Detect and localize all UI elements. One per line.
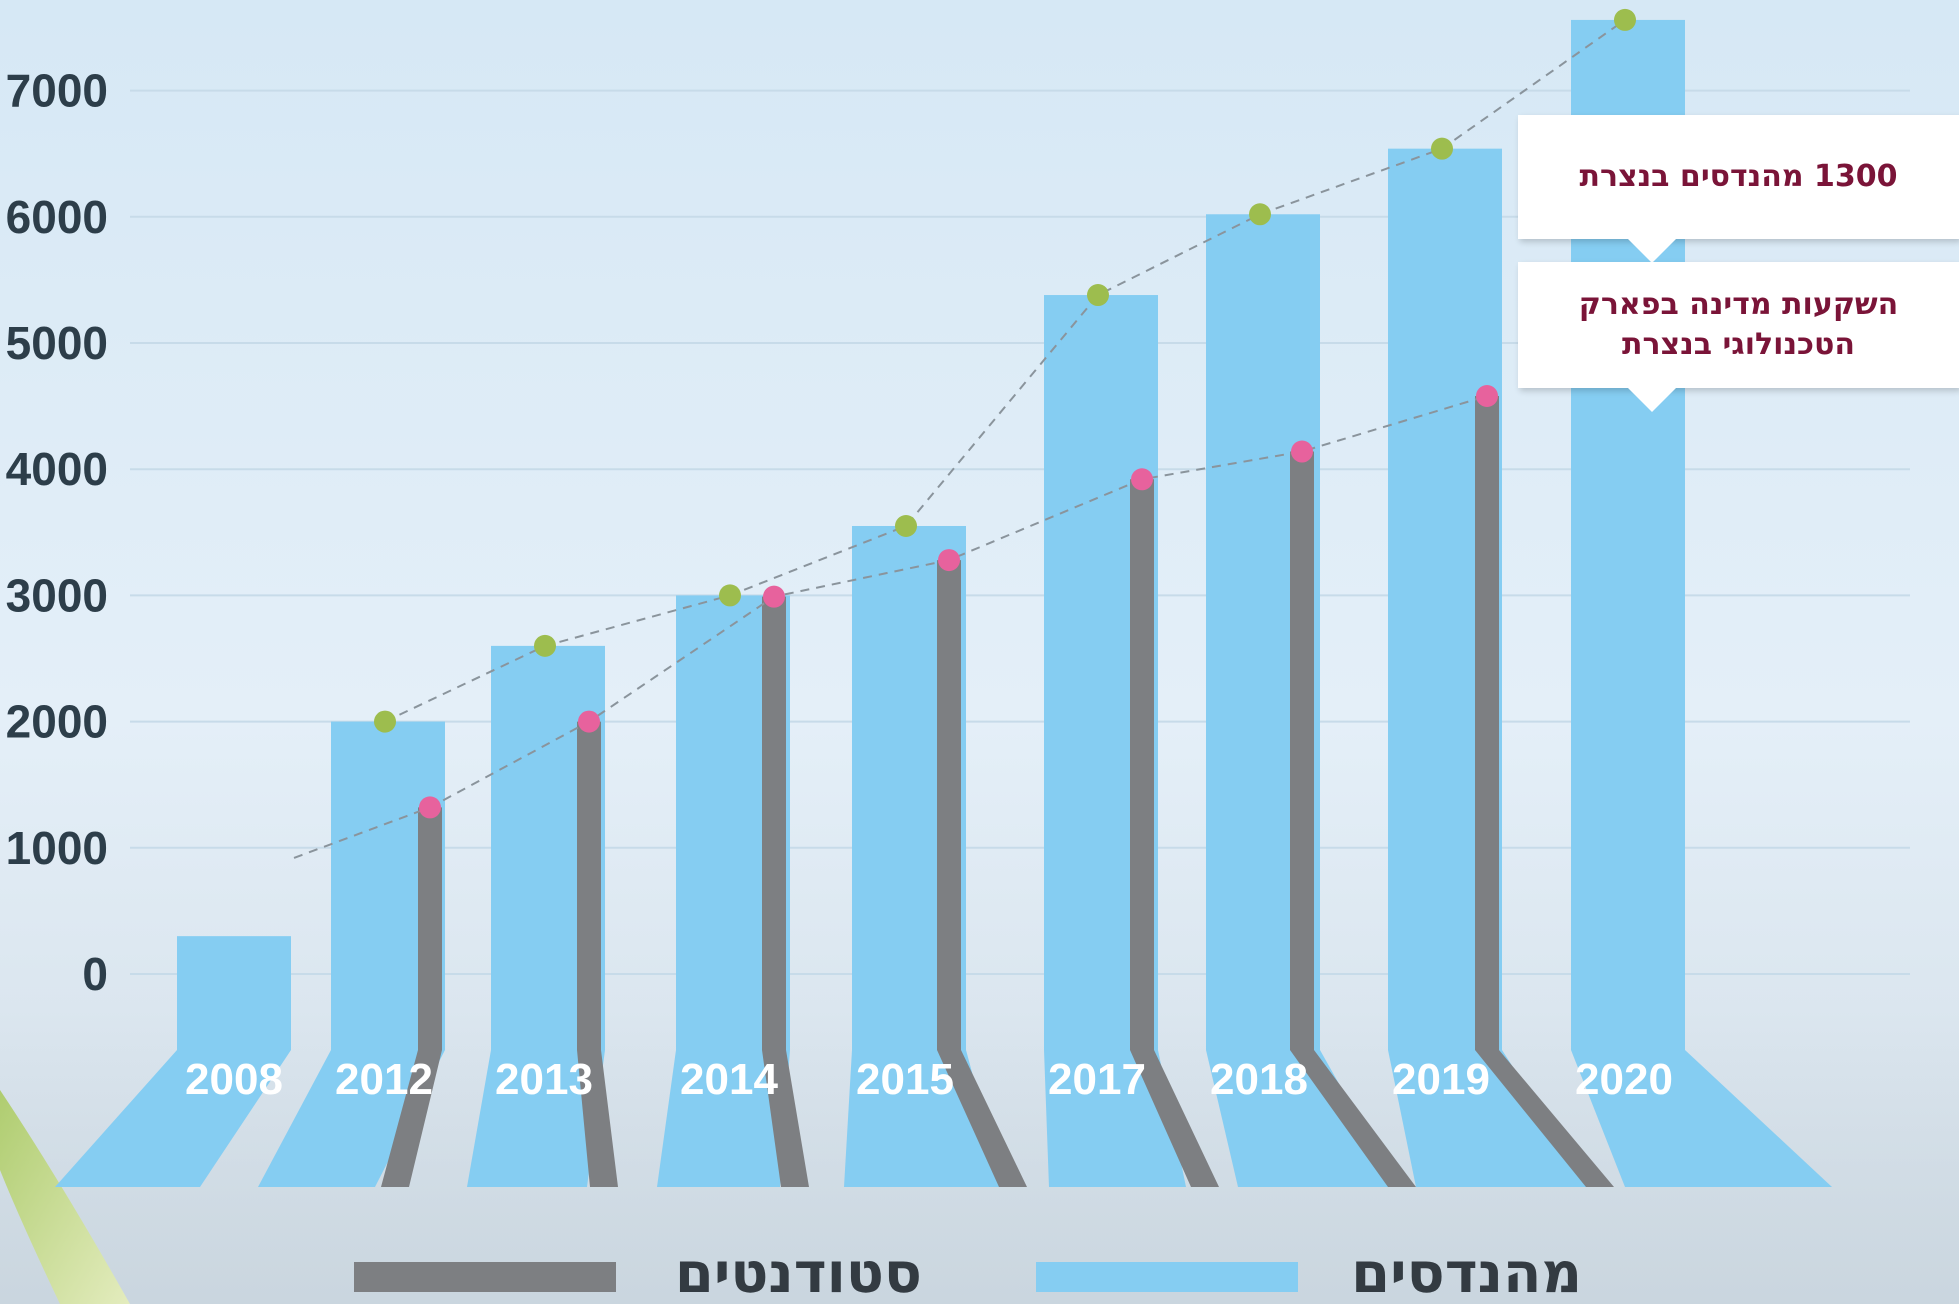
legend-label-engineers: מהנדסים	[1351, 1241, 1582, 1304]
y-tick-label-5000: 5000	[6, 317, 108, 369]
x-tick-label-2008: 2008	[185, 1055, 283, 1104]
floor-projection-2013	[467, 1050, 605, 1187]
engineers-point-2020	[1614, 8, 1636, 31]
x-tick-label-2019: 2019	[1392, 1055, 1490, 1104]
student-bar-2014	[762, 596, 809, 1187]
callout-engineers-nazareth: 1300 מהנדסים בנצרת	[1518, 115, 1959, 263]
student-bar-2018	[1290, 451, 1416, 1188]
students-point-2013	[578, 710, 600, 733]
callout-investment-line2: הטכנולוגי בנצרת	[1621, 327, 1856, 362]
engineers-point-2019	[1431, 137, 1453, 160]
x-tick-label-2017: 2017	[1048, 1055, 1146, 1104]
callout-state-investment: השקעות מדינה בפארק הטכנולוגי בנצרת	[1518, 262, 1959, 412]
students-point-2014	[763, 585, 785, 608]
legend-swatch-engineers	[1036, 1262, 1298, 1292]
students-point-2015	[938, 549, 960, 572]
callout-engineers-text: 1300 מהנדסים בנצרת	[1579, 159, 1898, 194]
student-bar-2019	[1475, 396, 1614, 1187]
engineers-point-2015	[895, 514, 917, 537]
students-point-2012	[419, 796, 441, 819]
y-tick-label-3000: 3000	[6, 569, 108, 621]
x-tick-label-2018: 2018	[1210, 1055, 1308, 1104]
students-trend-line	[293, 395, 1488, 859]
engineers-trend-line	[384, 19, 1626, 723]
trend-lines	[293, 8, 1636, 859]
x-tick-label-2020: 2020	[1575, 1055, 1673, 1104]
engineers-point-2013	[534, 634, 556, 657]
students-point-2019	[1476, 385, 1498, 408]
callout-investment-line1: השקעות מדינה בפארק	[1578, 287, 1899, 322]
y-tick-label-4000: 4000	[6, 443, 108, 495]
student-bar-2017	[1130, 479, 1219, 1187]
floor-projection-2020	[1571, 1050, 1832, 1187]
engineers-point-2018	[1249, 203, 1271, 226]
legend-label-students: סטודנטים	[675, 1241, 922, 1304]
floor-projection-2014	[657, 1050, 790, 1187]
y-tick-label-7000: 7000	[6, 65, 108, 117]
x-tick-label-2013: 2013	[495, 1055, 593, 1104]
floor-projection-2019	[1388, 1050, 1590, 1187]
engineers-point-2014	[719, 584, 741, 607]
student-bar-2012	[381, 807, 442, 1187]
student-bar-2013	[577, 721, 618, 1187]
x-tick-label-2012: 2012	[335, 1055, 433, 1104]
students-point-2018	[1291, 440, 1313, 463]
x-axis: 2008 2012 2013 2014 2015 2017 2018 2019 2020	[185, 1055, 1673, 1104]
y-axis: 0 1000 2000 3000 4000 5000 6000 7000	[6, 65, 108, 1000]
student-bars	[381, 396, 1614, 1188]
y-tick-label-1000: 1000	[6, 822, 108, 874]
engineer-bar-2008	[177, 936, 291, 1050]
x-tick-label-2015: 2015	[856, 1055, 954, 1104]
floor-projection-2008	[55, 1050, 291, 1187]
student-bar-2015	[937, 560, 1027, 1187]
y-tick-label-2000: 2000	[6, 696, 108, 748]
engineer-bars	[177, 19, 1685, 1051]
y-tick-label-6000: 6000	[6, 191, 108, 243]
x-tick-label-2014: 2014	[680, 1055, 778, 1104]
floor-projection-2012	[258, 1050, 445, 1187]
engineers-point-2017	[1087, 284, 1109, 307]
decorative-green-sweep	[0, 1090, 130, 1304]
y-tick-label-0: 0	[82, 948, 108, 1000]
bar-floor-projections	[55, 1050, 1832, 1187]
legend: סטודנטים מהנדסים	[354, 1241, 1582, 1304]
students-point-2017	[1131, 468, 1153, 491]
floor-projection-2018	[1206, 1050, 1397, 1187]
legend-swatch-students	[354, 1262, 616, 1292]
engineers-point-2012	[374, 710, 396, 733]
